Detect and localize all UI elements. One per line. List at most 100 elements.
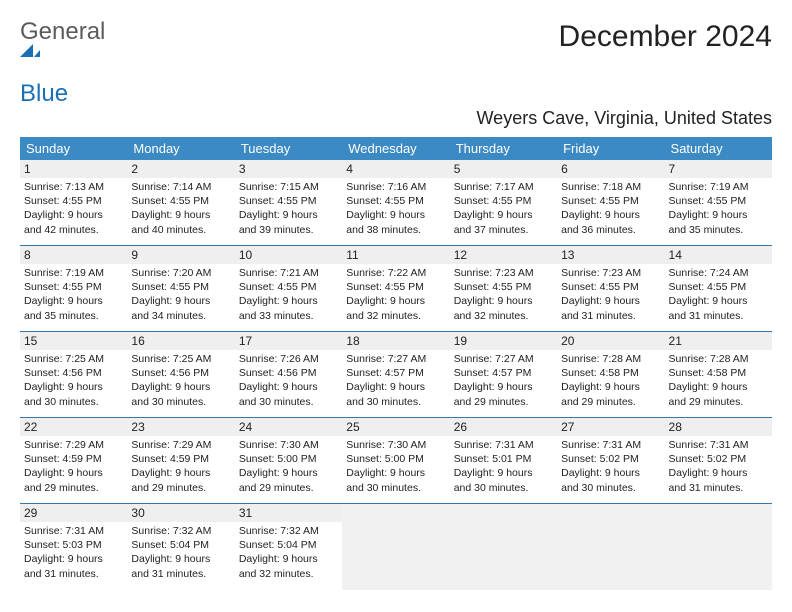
day-info-line: Daylight: 9 hours (131, 380, 230, 394)
day-info: Sunrise: 7:26 AMSunset: 4:56 PMDaylight:… (239, 352, 338, 409)
day-info-line: and 35 minutes. (24, 309, 123, 323)
empty-cell (342, 504, 449, 590)
day-info-line: and 30 minutes. (454, 481, 553, 495)
calendar-cell (450, 504, 557, 590)
day-info-line: Daylight: 9 hours (561, 466, 660, 480)
day-info: Sunrise: 7:21 AMSunset: 4:55 PMDaylight:… (239, 266, 338, 323)
day-info-line: Sunset: 4:55 PM (24, 280, 123, 294)
day-info-line: Daylight: 9 hours (131, 208, 230, 222)
day-info-line: and 31 minutes. (669, 481, 768, 495)
calendar-week-row: 29Sunrise: 7:31 AMSunset: 5:03 PMDayligh… (20, 504, 772, 590)
day-info: Sunrise: 7:19 AMSunset: 4:55 PMDaylight:… (669, 180, 768, 237)
month-title: December 2024 (559, 20, 772, 54)
day-info-line: and 31 minutes. (669, 309, 768, 323)
day-header: Friday (557, 137, 664, 160)
day-info-line: Sunset: 4:57 PM (346, 366, 445, 380)
day-info-line: Sunset: 4:55 PM (346, 194, 445, 208)
day-info-line: Sunrise: 7:18 AM (561, 180, 660, 194)
day-info-line: Sunrise: 7:23 AM (561, 266, 660, 280)
day-info-line: Sunrise: 7:25 AM (131, 352, 230, 366)
day-number: 11 (342, 246, 449, 264)
day-info-line: and 34 minutes. (131, 309, 230, 323)
day-info-line: Sunset: 4:55 PM (131, 280, 230, 294)
day-info-line: Daylight: 9 hours (454, 294, 553, 308)
day-number: 24 (235, 418, 342, 436)
logo-word-general: General (20, 18, 105, 45)
day-info-line: Sunset: 4:55 PM (561, 280, 660, 294)
day-info-line: Daylight: 9 hours (669, 208, 768, 222)
empty-cell (557, 504, 664, 590)
day-info-line: Sunrise: 7:32 AM (239, 524, 338, 538)
day-info-line: Daylight: 9 hours (131, 552, 230, 566)
day-info-line: Sunset: 5:01 PM (454, 452, 553, 466)
day-info: Sunrise: 7:13 AMSunset: 4:55 PMDaylight:… (24, 180, 123, 237)
day-info-line: Daylight: 9 hours (24, 466, 123, 480)
day-info: Sunrise: 7:29 AMSunset: 4:59 PMDaylight:… (131, 438, 230, 495)
empty-cell (665, 504, 772, 590)
day-info-line: and 32 minutes. (346, 309, 445, 323)
day-info-line: Daylight: 9 hours (24, 208, 123, 222)
day-info-line: Sunset: 4:56 PM (131, 366, 230, 380)
day-info: Sunrise: 7:30 AMSunset: 5:00 PMDaylight:… (239, 438, 338, 495)
calendar-cell: 20Sunrise: 7:28 AMSunset: 4:58 PMDayligh… (557, 332, 664, 418)
calendar-cell: 23Sunrise: 7:29 AMSunset: 4:59 PMDayligh… (127, 418, 234, 504)
day-info: Sunrise: 7:20 AMSunset: 4:55 PMDaylight:… (131, 266, 230, 323)
calendar-cell: 19Sunrise: 7:27 AMSunset: 4:57 PMDayligh… (450, 332, 557, 418)
day-number: 9 (127, 246, 234, 264)
day-number: 3 (235, 160, 342, 178)
day-header: Sunday (20, 137, 127, 160)
day-info-line: Sunrise: 7:16 AM (346, 180, 445, 194)
day-info-line: Sunrise: 7:30 AM (346, 438, 445, 452)
day-info-line: and 31 minutes. (131, 567, 230, 581)
logo-text: General Blue (20, 20, 105, 106)
calendar-cell: 27Sunrise: 7:31 AMSunset: 5:02 PMDayligh… (557, 418, 664, 504)
day-number: 5 (450, 160, 557, 178)
day-info-line: Sunset: 4:55 PM (561, 194, 660, 208)
day-info-line: Daylight: 9 hours (239, 380, 338, 394)
calendar-cell: 9 Sunrise: 7:20 AMSunset: 4:55 PMDaylight… (127, 246, 234, 332)
day-info-line: Sunset: 4:55 PM (454, 194, 553, 208)
calendar-cell (342, 504, 449, 590)
day-info-line: Sunrise: 7:29 AM (131, 438, 230, 452)
day-info-line: Daylight: 9 hours (454, 208, 553, 222)
day-info: Sunrise: 7:29 AMSunset: 4:59 PMDaylight:… (24, 438, 123, 495)
day-info-line: Sunrise: 7:29 AM (24, 438, 123, 452)
day-info-line: Sunrise: 7:22 AM (346, 266, 445, 280)
day-info-line: Daylight: 9 hours (561, 294, 660, 308)
day-info-line: Sunset: 4:56 PM (239, 366, 338, 380)
day-info: Sunrise: 7:18 AMSunset: 4:55 PMDaylight:… (561, 180, 660, 237)
day-info-line: Sunset: 5:04 PM (131, 538, 230, 552)
day-info-line: Sunset: 4:58 PM (669, 366, 768, 380)
header-row: General Blue December 2024 (20, 20, 772, 106)
calendar-cell: 26Sunrise: 7:31 AMSunset: 5:01 PMDayligh… (450, 418, 557, 504)
day-info-line: Daylight: 9 hours (346, 294, 445, 308)
day-info-line: Sunrise: 7:31 AM (561, 438, 660, 452)
day-info-line: Sunrise: 7:28 AM (561, 352, 660, 366)
day-info-line: Daylight: 9 hours (239, 294, 338, 308)
day-info-line: Sunset: 4:58 PM (561, 366, 660, 380)
day-info-line: Sunrise: 7:14 AM (131, 180, 230, 194)
day-info-line: and 32 minutes. (239, 567, 338, 581)
day-info-line: and 35 minutes. (669, 223, 768, 237)
day-number: 2 (127, 160, 234, 178)
calendar-cell: 3Sunrise: 7:15 AMSunset: 4:55 PMDaylight… (235, 160, 342, 246)
day-number: 4 (342, 160, 449, 178)
day-info-line: Sunrise: 7:15 AM (239, 180, 338, 194)
day-info-line: Daylight: 9 hours (561, 208, 660, 222)
day-info: Sunrise: 7:19 AMSunset: 4:55 PMDaylight:… (24, 266, 123, 323)
day-info-line: Sunset: 5:04 PM (239, 538, 338, 552)
calendar-cell: 28Sunrise: 7:31 AMSunset: 5:02 PMDayligh… (665, 418, 772, 504)
calendar-cell (557, 504, 664, 590)
day-info-line: Sunrise: 7:28 AM (669, 352, 768, 366)
day-info-line: Sunrise: 7:21 AM (239, 266, 338, 280)
day-info-line: Sunrise: 7:31 AM (454, 438, 553, 452)
day-info-line: Daylight: 9 hours (454, 466, 553, 480)
day-number: 17 (235, 332, 342, 350)
day-info-line: and 30 minutes. (346, 481, 445, 495)
day-info-line: Sunrise: 7:25 AM (24, 352, 123, 366)
day-info-line: Sunrise: 7:31 AM (24, 524, 123, 538)
day-info-line: Daylight: 9 hours (346, 380, 445, 394)
calendar-cell: 4Sunrise: 7:16 AMSunset: 4:55 PMDaylight… (342, 160, 449, 246)
calendar-week-row: 8Sunrise: 7:19 AMSunset: 4:55 PMDaylight… (20, 246, 772, 332)
calendar-week-row: 22Sunrise: 7:29 AMSunset: 4:59 PMDayligh… (20, 418, 772, 504)
